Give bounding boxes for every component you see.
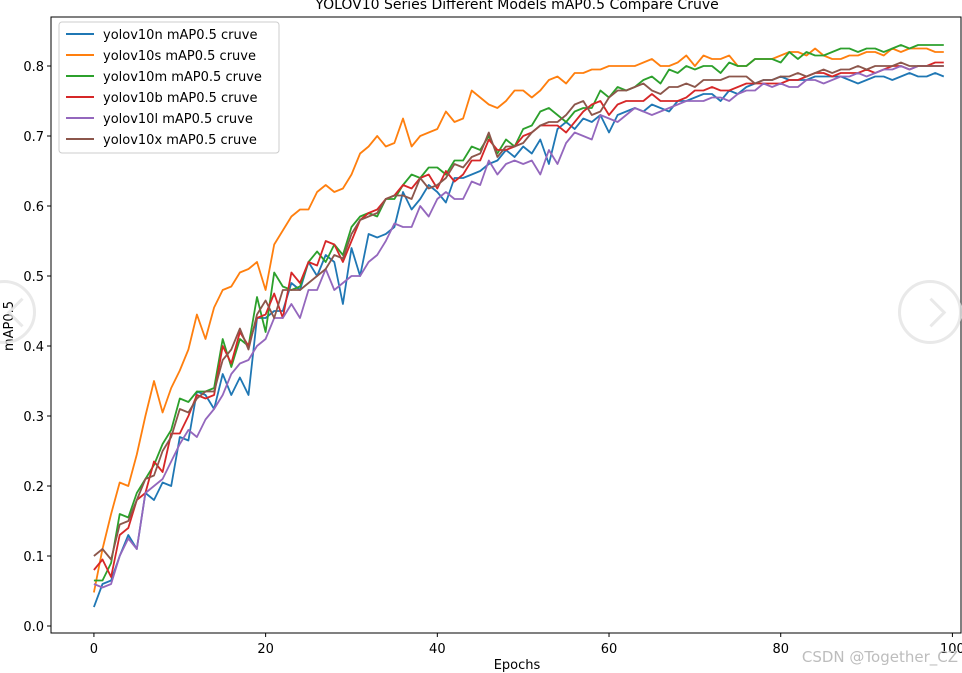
x-tick-label: 100 [940,642,962,657]
chart-title: YOLOV10 Series Different Models mAP0.5 C… [314,0,718,13]
legend-label-6: yolov10x mAP0.5 cruve [103,133,257,148]
series-line-2 [93,47,944,593]
series-line-6 [93,61,944,561]
y-tick-label: 0.7 [23,130,44,145]
plot-frame [50,16,962,634]
series-line-1 [93,72,945,608]
y-tick-label: 0.0 [23,620,44,635]
x-tick-label: 80 [772,642,789,657]
x-tick-label: 60 [601,642,618,657]
x-tick-label: 40 [429,642,446,657]
legend-label-2: yolov10s mAP0.5 cruve [103,49,256,64]
legend-label-1: yolov10n mAP0.5 cruve [103,28,257,43]
y-tick-label: 0.1 [23,550,44,565]
legend-label-3: yolov10m mAP0.5 cruve [103,70,262,85]
legend-label-4: yolov10b mAP0.5 cruve [103,91,257,106]
x-axis: 0 20 40 60 80 100 [90,633,962,657]
y-tick-label: 0.2 [23,480,44,495]
series-lines [93,44,945,608]
chevron-right-icon[interactable] [898,280,962,344]
y-tick-label: 0.3 [23,410,44,425]
legend-box [58,21,280,154]
series-line-4 [93,61,944,578]
y-tick-label: 0.5 [23,270,44,285]
legend: yolov10n mAP0.5 cruve yolov10s mAP0.5 cru… [58,21,280,154]
watermark: CSDN @Together_CZ [802,648,958,667]
series-line-5 [93,65,944,589]
legend-label-5: yolov10l mAP0.5 cruve [103,112,253,127]
y-tick-label: 0.4 [23,340,44,355]
y-tick-label: 0.8 [23,60,44,75]
y-tick-label: 0.6 [23,200,44,215]
series-line-3 [93,44,944,582]
y-axis: 0.0 0.1 0.2 0.3 0.4 0.5 0.6 0.7 0.8 [23,60,51,635]
x-tick-label: 0 [90,642,98,657]
x-tick-label: 20 [257,642,274,657]
x-axis-label: Epochs [494,658,541,673]
